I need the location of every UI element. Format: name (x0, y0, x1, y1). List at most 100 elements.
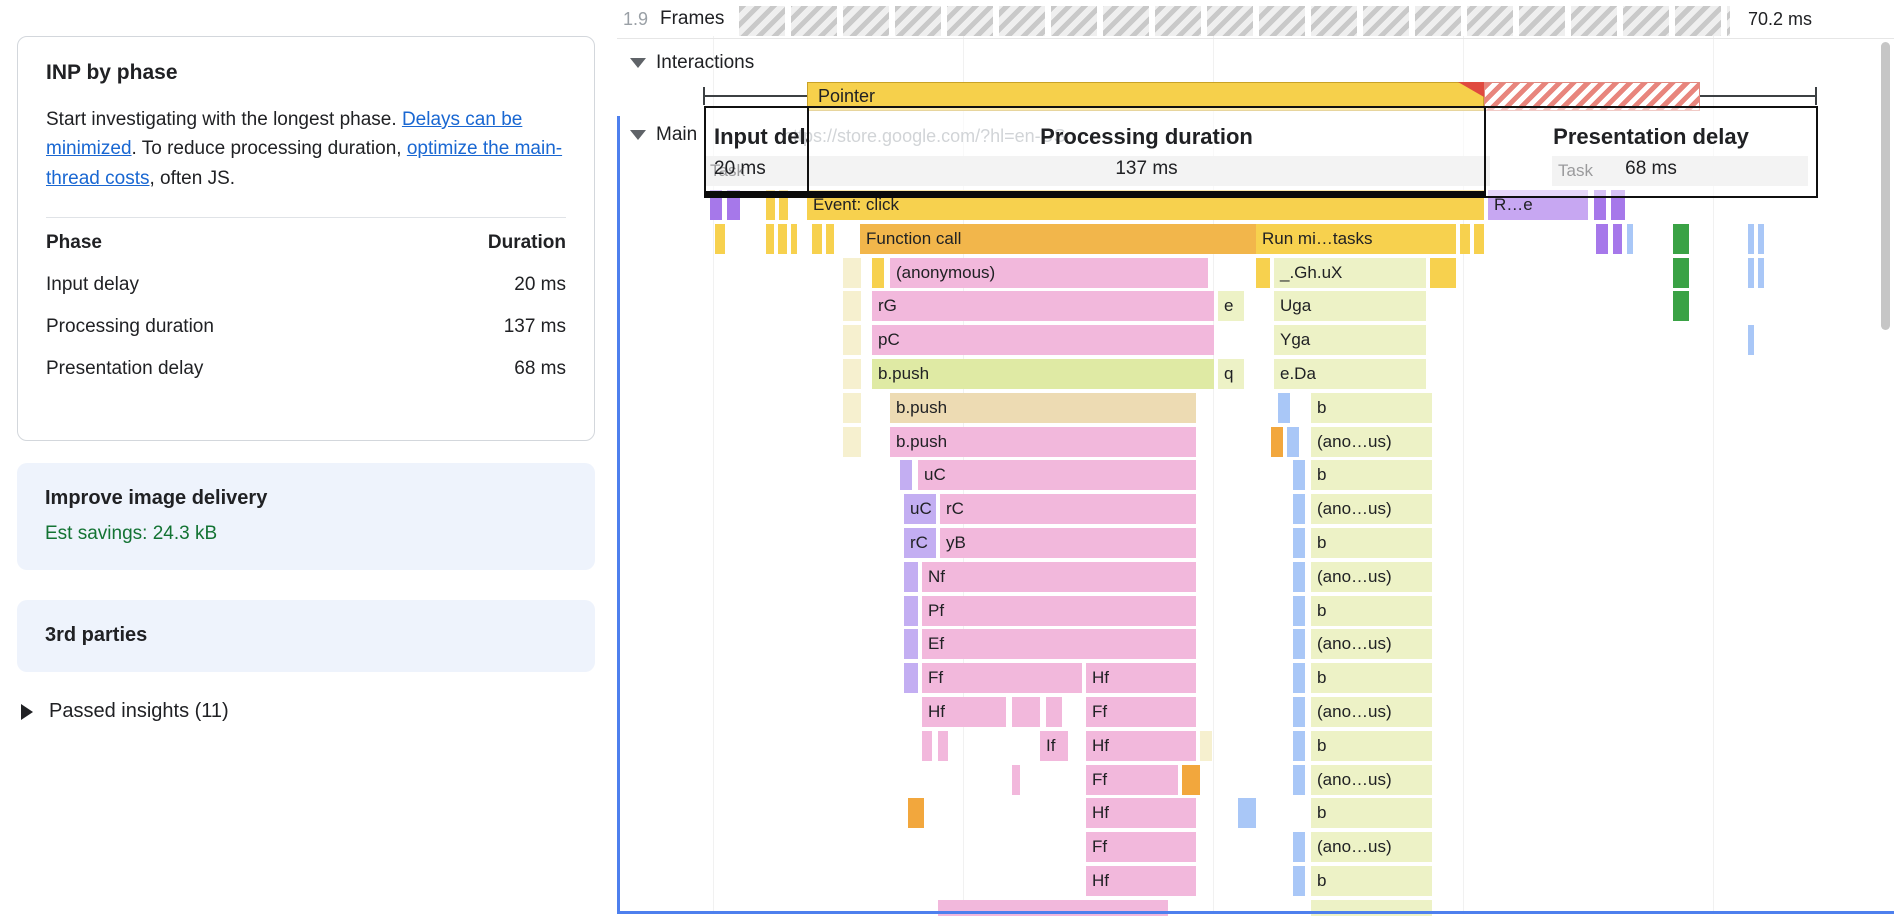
flame-bar-uc[interactable]: uC (918, 460, 1196, 490)
flame-bar[interactable] (766, 190, 775, 220)
flame-bar[interactable] (843, 291, 861, 321)
flame-bar[interactable] (904, 663, 918, 693)
flame-bar-q[interactable]: q (1218, 359, 1244, 389)
flame-bar-gh-ux[interactable]: _.Gh.uX (1274, 258, 1426, 288)
delays-minimized-link[interactable]: Delays can be minimized (46, 109, 523, 160)
flame-bar-b[interactable]: b (1311, 460, 1432, 490)
flame-bar-ano-us[interactable]: (ano…us) (1311, 427, 1432, 457)
flame-bar[interactable] (938, 900, 1168, 916)
flame-bar-ano-us[interactable]: (ano…us) (1311, 832, 1432, 862)
flame-bar-ff[interactable]: Ff (1086, 832, 1196, 862)
flame-bar-b[interactable]: b (1311, 528, 1432, 558)
flame-bar[interactable] (1673, 291, 1689, 321)
flame-bar[interactable] (1613, 224, 1622, 254)
flame-bar-pc[interactable]: pC (872, 325, 1214, 355)
flame-bar[interactable] (1748, 224, 1754, 254)
flame-bar[interactable] (1460, 224, 1470, 254)
flame-bar-b[interactable]: b (1311, 866, 1432, 896)
flame-bar-ff[interactable]: Ff (1086, 697, 1196, 727)
flame-bar[interactable] (715, 224, 725, 254)
flame-bar[interactable] (1293, 528, 1305, 558)
passed-insights-toggle[interactable]: Passed insights (11) (21, 700, 229, 723)
flame-bar[interactable] (1200, 731, 1212, 761)
flame-bar[interactable] (1293, 866, 1305, 896)
flame-bar-b[interactable]: b (1311, 798, 1432, 828)
flame-bar[interactable] (1293, 697, 1305, 727)
flame-bar[interactable] (843, 393, 861, 423)
flame-bar-b[interactable]: b (1311, 596, 1432, 626)
flame-bar[interactable] (766, 224, 774, 254)
flame-bar[interactable] (904, 562, 918, 592)
flame-bar-pf[interactable]: Pf (922, 596, 1196, 626)
flame-bar-yb[interactable]: yB (940, 528, 1196, 558)
flame-bar-b-push[interactable]: b.push (890, 427, 1196, 457)
flame-bar-ano-us[interactable]: (ano…us) (1311, 562, 1432, 592)
flame-bar-b-push[interactable]: b.push (872, 359, 1214, 389)
flame-bar[interactable] (791, 224, 797, 254)
frames-filmstrip[interactable] (739, 6, 1730, 36)
flame-bar[interactable] (1293, 460, 1305, 490)
flame-bar[interactable] (1012, 765, 1020, 795)
flame-bar[interactable] (1748, 325, 1754, 355)
flame-bar-b[interactable]: b (1311, 731, 1432, 761)
flame-bar[interactable] (1311, 900, 1432, 916)
flame-bar-anonymous[interactable]: (anonymous) (890, 258, 1208, 288)
flame-bar-hf[interactable]: Hf (1086, 798, 1196, 828)
flame-bar[interactable] (1293, 596, 1305, 626)
flame-bar-nf[interactable]: Nf (922, 562, 1196, 592)
flame-bar-rc[interactable]: rC (940, 494, 1196, 524)
flame-bar[interactable] (908, 798, 924, 828)
flame-bar[interactable] (843, 325, 861, 355)
vertical-scrollbar-thumb[interactable] (1881, 42, 1890, 330)
flame-bar-ano-us[interactable]: (ano…us) (1311, 629, 1432, 659)
flame-bar[interactable] (1758, 224, 1764, 254)
flame-bar[interactable] (1046, 697, 1062, 727)
flame-bar[interactable] (1287, 427, 1299, 457)
flame-bar[interactable] (1293, 494, 1305, 524)
flame-bar-hf[interactable]: Hf (922, 697, 1006, 727)
flame-bar-ff[interactable]: Ff (922, 663, 1082, 693)
flame-bar[interactable] (826, 224, 834, 254)
flame-bar-if[interactable]: If (1040, 731, 1068, 761)
flame-bar[interactable] (1271, 427, 1283, 457)
flame-bar[interactable] (1748, 258, 1754, 288)
flame-bar[interactable] (843, 258, 861, 288)
flame-bar[interactable] (1256, 258, 1270, 288)
flame-bar[interactable] (900, 460, 912, 490)
flame-bar[interactable] (1474, 224, 1484, 254)
flame-bar-hf[interactable]: Hf (1086, 731, 1196, 761)
flame-bar[interactable] (843, 359, 861, 389)
flame-bar-rc[interactable]: rC (904, 528, 936, 558)
flame-bar[interactable] (938, 731, 948, 761)
flame-bar[interactable] (812, 224, 822, 254)
flame-bar-hf[interactable]: Hf (1086, 866, 1196, 896)
flame-bar[interactable] (1278, 393, 1290, 423)
flame-bar[interactable] (1293, 562, 1305, 592)
improve-image-delivery-card[interactable]: Improve image delivery Est savings: 24.3… (17, 463, 595, 570)
flame-bar[interactable] (1627, 224, 1633, 254)
flame-bar-ano-us[interactable]: (ano…us) (1311, 697, 1432, 727)
flame-bar-uga[interactable]: Uga (1274, 291, 1426, 321)
flame-bar-ef[interactable]: Ef (922, 629, 1196, 659)
flame-bar[interactable] (1182, 765, 1200, 795)
flame-bar-yga[interactable]: Yga (1274, 325, 1426, 355)
flame-bar[interactable] (778, 224, 787, 254)
optimize-main-thread-link[interactable]: optimize the main-thread costs (46, 138, 563, 189)
flame-bar[interactable] (843, 427, 861, 457)
flame-bar[interactable] (922, 731, 932, 761)
flame-bar[interactable] (872, 258, 884, 288)
inp-by-phase-card[interactable]: INP by phase Start investigating with th… (17, 36, 595, 441)
flame-bar-e[interactable]: e (1218, 291, 1244, 321)
flame-bar[interactable] (1293, 765, 1305, 795)
main-track-toggle[interactable]: Main (630, 124, 697, 146)
flame-bar[interactable] (1293, 629, 1305, 659)
flame-bar[interactable] (1596, 224, 1608, 254)
flame-bar-b[interactable]: b (1311, 663, 1432, 693)
flame-bar-run-mi-tasks[interactable]: Run mi…tasks (1256, 224, 1456, 254)
flame-bar[interactable] (1673, 224, 1689, 254)
flame-bar-hf[interactable]: Hf (1086, 663, 1196, 693)
flame-bar[interactable] (904, 596, 918, 626)
flame-bar-b-push[interactable]: b.push (890, 393, 1196, 423)
flame-bar[interactable] (904, 629, 918, 659)
flame-bar[interactable] (1430, 258, 1456, 288)
